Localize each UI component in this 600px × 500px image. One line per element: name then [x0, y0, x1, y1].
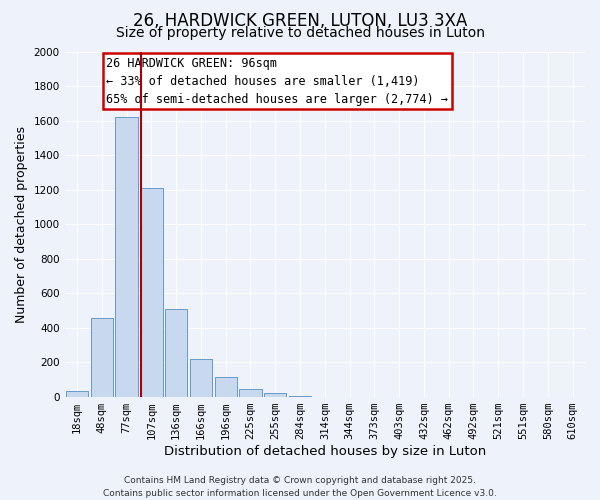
Bar — [239, 389, 262, 396]
Text: 26 HARDWICK GREEN: 96sqm
← 33% of detached houses are smaller (1,419)
65% of sem: 26 HARDWICK GREEN: 96sqm ← 33% of detach… — [106, 56, 448, 106]
Bar — [215, 376, 237, 396]
Bar — [140, 188, 163, 396]
Text: Contains HM Land Registry data © Crown copyright and database right 2025.
Contai: Contains HM Land Registry data © Crown c… — [103, 476, 497, 498]
Y-axis label: Number of detached properties: Number of detached properties — [15, 126, 28, 322]
X-axis label: Distribution of detached houses by size in Luton: Distribution of detached houses by size … — [164, 444, 486, 458]
Bar — [264, 393, 286, 396]
Bar — [66, 390, 88, 396]
Text: 26, HARDWICK GREEN, LUTON, LU3 3XA: 26, HARDWICK GREEN, LUTON, LU3 3XA — [133, 12, 467, 30]
Bar — [115, 117, 138, 396]
Text: Size of property relative to detached houses in Luton: Size of property relative to detached ho… — [115, 26, 485, 40]
Bar — [91, 318, 113, 396]
Bar — [165, 308, 187, 396]
Bar — [190, 358, 212, 397]
